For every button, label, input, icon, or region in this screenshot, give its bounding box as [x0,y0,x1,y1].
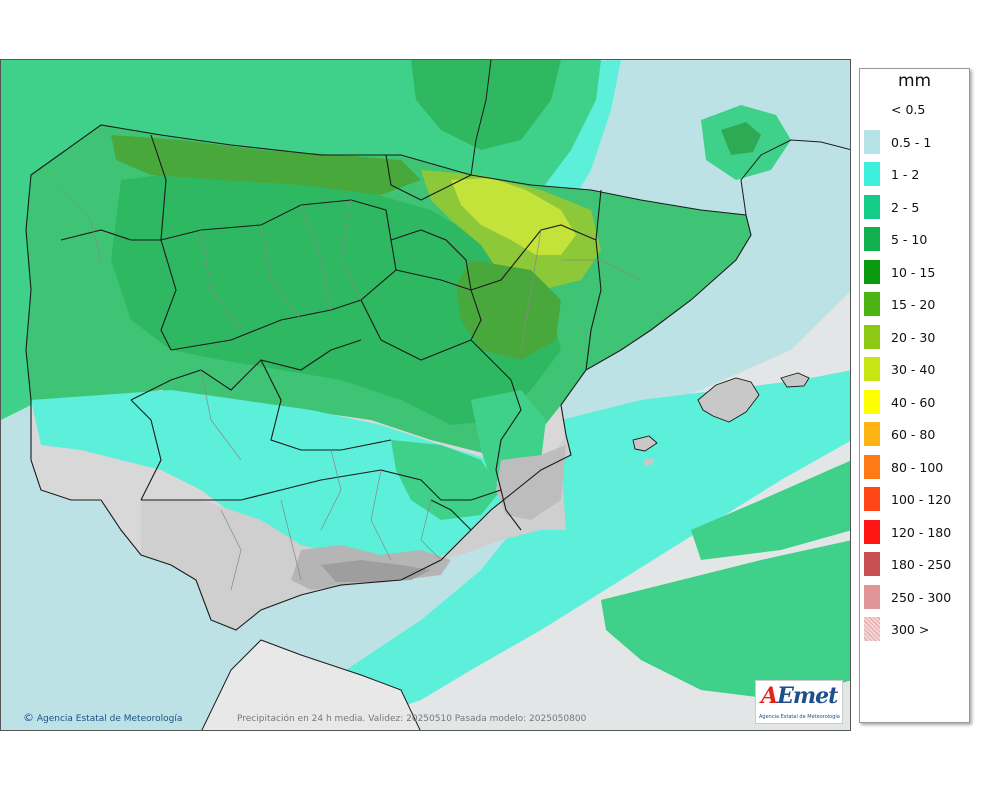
island-ibiza [633,436,657,451]
credit-label: © Agencia Estatal de Meteorología [23,711,182,724]
precip-zone-granada-cyan [331,505,421,538]
legend-label: 0.5 - 1 [891,134,932,150]
legend-swatch [864,292,880,316]
precip-zone-navarra-yellowgreen [451,178,576,255]
legend-swatch [864,487,880,511]
island-formentera [643,458,654,466]
precip-zone-aragon-green [456,260,561,360]
precip-zone-med-southeast-green [601,540,850,700]
land-north-africa [201,640,421,730]
legend-item: 40 - 60 [864,389,964,414]
legend-swatch [864,259,880,284]
coastline-africa [201,639,421,730]
credit-text: Agencia Estatal de Meteorología [36,714,183,724]
legend-label: < 0.5 [891,102,926,117]
legend-swatch [864,194,880,219]
island-menorca [781,373,809,387]
legend-item: 300 > [864,617,964,641]
legend-label: 60 - 80 [891,427,936,442]
legend-item: 1 - 2 [864,162,964,186]
legend-swatch [864,357,880,381]
legend-item: 0.5 - 1 [864,129,964,154]
legend-label: 2 - 5 [891,199,920,215]
legend-swatch [864,617,880,641]
dry-zone-relief-3 [496,445,566,520]
legend-swatch [864,97,880,121]
aemet-logo: AEmet Agencia Estatal de Meteorología [755,680,843,724]
region-borders [60,134,602,531]
aemet-logo-word: AEmet [761,683,838,709]
legend-item: 15 - 20 [864,292,964,316]
copyright-icon: © [23,711,34,724]
precip-zone-med-east-green [691,460,850,560]
legend-item: 10 - 15 [864,259,964,284]
legend-item: 2 - 5 [864,194,964,219]
legend-label: 10 - 15 [891,264,936,280]
island-outlines [632,372,810,452]
legend-swatch [864,129,880,154]
legend-item: 180 - 250 [864,552,964,576]
legend-label: 100 - 120 [891,492,952,507]
legend-unit: mm [897,71,932,91]
legend-item: 120 - 180 [864,519,964,544]
precipitation-legend: mm < 0.5 0.5 - 1 1 - 2 2 - 5 5 - 10 10 - 15 15… [859,68,970,723]
legend-swatch [864,389,880,414]
legend-label: 180 - 250 [891,557,952,572]
precip-zone-cantabria [111,135,421,195]
legend-label: 300 > [891,622,930,637]
precipitation-map: © Agencia Estatal de Meteorología Precip… [0,59,851,731]
legend-swatch [864,552,880,576]
legend-label: 5 - 10 [891,232,928,247]
legend-item: 5 - 10 [864,227,964,251]
dry-zone-relief-2 [321,560,431,582]
map-caption: Precipitación en 24 h media. Validez: 20… [237,714,587,724]
precip-zone-med-cyan-belt [282,370,850,730]
legend-swatch [864,324,880,349]
legend-label: 1 - 2 [891,167,920,182]
map-canvas [1,60,850,730]
legend-swatch [864,227,880,251]
coastline-france [470,60,850,216]
legend-label: 15 - 20 [891,297,936,312]
legend-item: 60 - 80 [864,422,964,446]
legend-swatch [864,162,880,186]
legend-label: 30 - 40 [891,362,936,377]
legend-item: 100 - 120 [864,487,964,511]
legend-label: 120 - 180 [891,524,952,540]
precip-zone-mancha-green [391,440,501,520]
dry-zone-andalusia [141,435,571,630]
legend-item: 80 - 100 [864,454,964,479]
legend-swatch [864,422,880,446]
legend-swatch [864,584,880,609]
precip-zone-central-green [111,170,561,425]
legend-item: 30 - 40 [864,357,964,381]
legend-item: 20 - 30 [864,324,964,349]
precip-zone-gulf-cell-core [721,122,761,155]
legend-label: 250 - 300 [891,589,952,605]
legend-item: < 0.5 [864,97,964,121]
legend-label: 40 - 60 [891,394,936,410]
legend-swatch [864,454,880,479]
legend-item: 250 - 300 [864,584,964,609]
legend-label: 80 - 100 [891,459,944,475]
coastline [25,124,752,631]
legend-label: 20 - 30 [891,329,936,345]
aemet-logo-subtitle: Agencia Estatal de Meteorología [759,714,840,720]
legend-swatch [864,519,880,544]
island-mallorca [698,378,759,422]
precip-zone-biscay-darker [411,60,561,150]
province-borders [60,189,642,591]
